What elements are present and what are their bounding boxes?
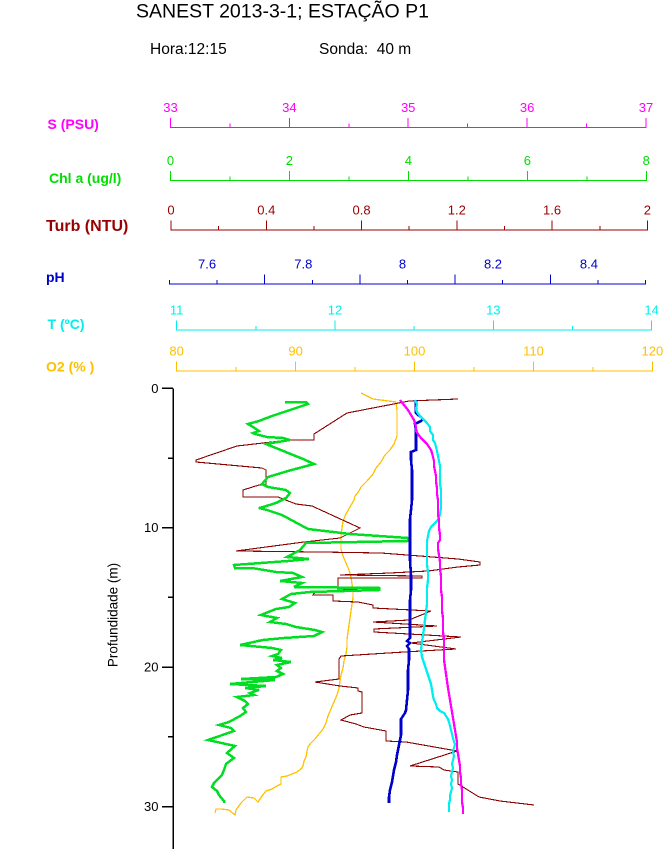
svg-text:80: 80 bbox=[169, 344, 183, 359]
svg-text:7.6: 7.6 bbox=[198, 257, 216, 272]
svg-text:12: 12 bbox=[328, 303, 342, 318]
svg-text:2: 2 bbox=[644, 203, 651, 218]
svg-text:10: 10 bbox=[144, 520, 158, 535]
svg-text:Sonda: 40 m: Sonda: 40 m bbox=[319, 41, 411, 58]
svg-text:1.6: 1.6 bbox=[543, 203, 561, 218]
svg-text:4: 4 bbox=[405, 153, 412, 168]
svg-text:37: 37 bbox=[639, 100, 653, 115]
svg-text:Profundidade (m): Profundidade (m) bbox=[106, 563, 121, 667]
svg-text:2: 2 bbox=[286, 153, 293, 168]
svg-text:34: 34 bbox=[282, 100, 296, 115]
svg-text:8: 8 bbox=[643, 153, 650, 168]
svg-text:1.2: 1.2 bbox=[448, 203, 466, 218]
svg-text:30: 30 bbox=[144, 799, 158, 814]
svg-text:T (ºC): T (ºC) bbox=[48, 316, 85, 332]
svg-text:pH: pH bbox=[46, 269, 65, 285]
svg-text:0: 0 bbox=[151, 381, 158, 396]
svg-text:100: 100 bbox=[404, 344, 426, 359]
svg-text:SANEST 2013-3-1; ESTAÇÃO P1: SANEST 2013-3-1; ESTAÇÃO P1 bbox=[136, 0, 429, 22]
svg-text:Chl a (ug/l): Chl a (ug/l) bbox=[49, 170, 121, 186]
svg-text:110: 110 bbox=[523, 344, 544, 359]
svg-text:0.8: 0.8 bbox=[353, 203, 371, 218]
svg-text:36: 36 bbox=[520, 100, 534, 115]
svg-text:13: 13 bbox=[486, 303, 500, 318]
svg-text:35: 35 bbox=[401, 100, 415, 115]
svg-text:90: 90 bbox=[288, 344, 302, 359]
svg-text:0.4: 0.4 bbox=[257, 203, 275, 218]
svg-text:O2 (% ): O2 (% ) bbox=[46, 359, 94, 375]
svg-text:7.8: 7.8 bbox=[294, 257, 312, 272]
svg-text:6: 6 bbox=[524, 153, 531, 168]
svg-text:8: 8 bbox=[399, 257, 406, 272]
svg-text:Hora:12:15: Hora:12:15 bbox=[150, 41, 227, 58]
svg-text:S (PSU): S (PSU) bbox=[48, 116, 99, 132]
svg-text:20: 20 bbox=[144, 660, 158, 675]
svg-text:8.2: 8.2 bbox=[484, 257, 502, 272]
svg-text:Turb (NTU): Turb (NTU) bbox=[46, 218, 128, 235]
svg-text:11: 11 bbox=[170, 303, 184, 318]
svg-text:8.4: 8.4 bbox=[580, 257, 598, 272]
svg-text:120: 120 bbox=[642, 344, 664, 359]
svg-text:0: 0 bbox=[167, 153, 174, 168]
svg-text:14: 14 bbox=[644, 303, 658, 318]
svg-text:0: 0 bbox=[167, 203, 174, 218]
svg-text:33: 33 bbox=[163, 100, 177, 115]
